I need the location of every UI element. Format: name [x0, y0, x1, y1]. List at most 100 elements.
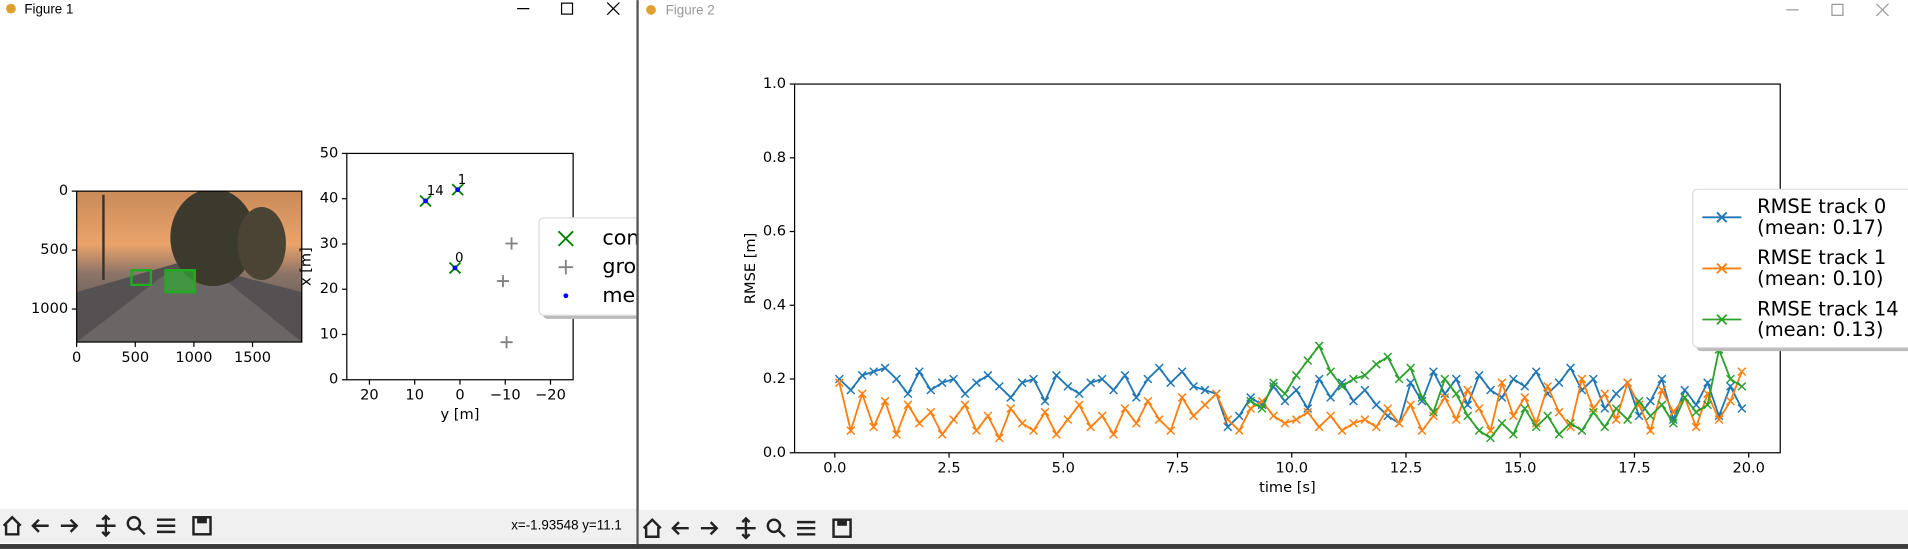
point — [857, 389, 867, 399]
configure-button[interactable] — [797, 520, 816, 536]
point — [1349, 418, 1358, 428]
point-label: 0 — [455, 251, 464, 266]
app-icon — [646, 4, 656, 15]
point — [1360, 370, 1370, 380]
pan-button[interactable] — [96, 514, 116, 538]
point — [1543, 381, 1553, 391]
legend-label: RMSE track 0 — [1757, 195, 1886, 218]
point — [1463, 411, 1473, 421]
point — [423, 198, 428, 204]
point — [1417, 426, 1427, 436]
close-button[interactable] — [606, 2, 620, 16]
point — [1246, 396, 1256, 406]
point — [1486, 433, 1495, 443]
point — [1657, 400, 1667, 410]
home-button[interactable] — [642, 517, 662, 538]
x-tick-label: 1000 — [175, 349, 212, 366]
x-tick-label: 500 — [121, 349, 149, 366]
legend-label: RMSE track 1 — [1757, 246, 1886, 269]
point — [869, 367, 879, 377]
y-axis-label: x [m] — [298, 247, 315, 286]
forward-button[interactable] — [60, 518, 79, 533]
close-button[interactable] — [1875, 3, 1889, 17]
point — [1166, 426, 1176, 436]
point — [1531, 418, 1541, 428]
x-tick-label: −10 — [490, 387, 521, 404]
window-title: Figure 2 — [666, 3, 715, 18]
point — [1451, 415, 1461, 424]
x-tick-label: 17.5 — [1618, 460, 1651, 477]
point — [960, 389, 970, 399]
axes-frame — [76, 190, 303, 343]
save-button[interactable] — [832, 518, 852, 538]
taskbar-edge — [0, 544, 1908, 549]
maximize-button[interactable] — [560, 2, 574, 15]
point — [1566, 418, 1575, 428]
y-tick-label: 0.8 — [763, 149, 786, 166]
point — [1086, 378, 1096, 388]
point — [1097, 411, 1107, 421]
point — [1177, 393, 1187, 402]
home-button[interactable] — [2, 515, 22, 536]
zoom-button[interactable] — [126, 516, 146, 536]
point — [1668, 407, 1678, 417]
y-tick-label: 500 — [40, 241, 68, 258]
save-button[interactable] — [192, 516, 212, 536]
point — [1680, 393, 1690, 402]
point — [1691, 422, 1701, 432]
point — [1189, 381, 1198, 391]
point — [1588, 407, 1598, 417]
point — [500, 336, 513, 349]
point — [846, 385, 856, 395]
legend-label: con — [602, 226, 639, 250]
configure-button[interactable] — [156, 518, 176, 534]
point — [1508, 429, 1518, 439]
point — [1154, 415, 1164, 424]
point — [1406, 363, 1415, 373]
y-axis-label: RMSE [m] — [742, 233, 759, 304]
point — [1314, 374, 1324, 384]
y-tick-label: 0 — [329, 371, 338, 388]
point — [1063, 381, 1073, 391]
x-axis-label: y [m] — [441, 406, 480, 423]
point — [1337, 426, 1347, 436]
point — [1520, 393, 1530, 402]
point — [1303, 407, 1313, 417]
figure-2-window: Figure 2 0.0 2.5 5.0 7.5 10.0 12.5 15.0 17.5 20.… — [638, 0, 1908, 549]
maximize-button[interactable] — [1831, 3, 1844, 16]
point — [1543, 411, 1553, 421]
legend-marker — [563, 293, 569, 299]
point — [1280, 396, 1290, 406]
pan-button[interactable] — [736, 516, 756, 540]
legend-label: grou — [602, 254, 649, 278]
point — [1737, 381, 1747, 391]
point — [1726, 396, 1735, 406]
back-button[interactable] — [671, 521, 689, 536]
x-tick-label: 0.0 — [823, 460, 846, 477]
point — [949, 374, 959, 384]
point — [1623, 415, 1633, 424]
forward-button[interactable] — [700, 521, 719, 536]
point — [1646, 426, 1655, 436]
point — [903, 389, 913, 399]
zoom-button[interactable] — [766, 518, 786, 538]
legend — [1692, 188, 1908, 349]
point — [1063, 415, 1073, 424]
point — [1520, 381, 1530, 391]
point — [1360, 385, 1370, 395]
back-button[interactable] — [31, 518, 49, 533]
point — [1029, 426, 1038, 436]
point — [1737, 367, 1747, 377]
point — [960, 400, 970, 410]
point — [834, 374, 844, 384]
x-tick-label: 0 — [72, 349, 81, 366]
point — [1131, 418, 1141, 428]
y-tick-label: 0.0 — [763, 444, 786, 461]
point — [1428, 411, 1438, 421]
point — [983, 370, 993, 380]
point — [455, 187, 461, 193]
point — [1143, 396, 1153, 406]
y-tick-label: 50 — [320, 144, 339, 161]
window-title: Figure 1 — [24, 1, 73, 16]
point — [1246, 393, 1256, 402]
